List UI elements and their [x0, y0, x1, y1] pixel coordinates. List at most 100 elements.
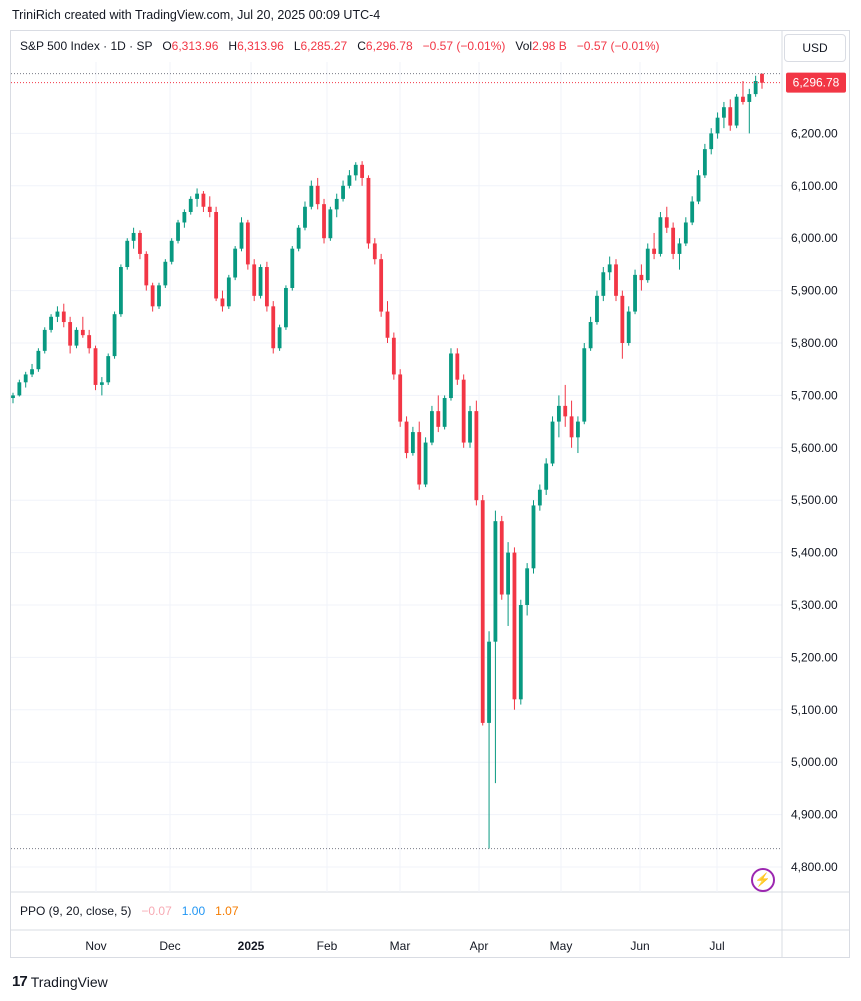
candle-body — [93, 348, 98, 385]
candle-body — [518, 605, 523, 700]
candle-body — [157, 285, 161, 307]
low-value: 6,285.27 — [300, 39, 348, 53]
candle-body — [322, 204, 326, 239]
y-tick-label: 6,000.00 — [791, 231, 838, 245]
candle-body — [747, 94, 752, 102]
candle-body — [423, 442, 428, 485]
candle-body — [474, 411, 479, 501]
x-tick-label: Mar — [390, 939, 411, 953]
candle-body — [595, 295, 599, 323]
candle-body — [245, 222, 250, 265]
candle-body — [290, 248, 295, 288]
candle-body — [683, 222, 688, 244]
candle-body — [601, 272, 606, 296]
candle-body — [690, 201, 695, 223]
candle-body — [569, 416, 574, 438]
candle-body — [461, 379, 466, 443]
candle-body — [525, 568, 530, 605]
candle-body — [144, 253, 149, 286]
candle-body — [239, 222, 244, 249]
candle-body — [42, 329, 47, 351]
candle-body — [645, 248, 650, 281]
candle-body — [36, 350, 41, 370]
candle-body — [233, 248, 238, 278]
candle-body — [760, 73, 764, 83]
candle-body — [544, 463, 549, 490]
candle-body — [449, 353, 453, 399]
candle-body — [74, 329, 79, 346]
candle-body — [353, 164, 358, 176]
candle-body — [277, 327, 282, 349]
candle-body — [728, 107, 733, 126]
candle-body — [531, 505, 536, 569]
price-tag-label: 6,296.78 — [793, 76, 840, 90]
candle-body — [722, 107, 726, 118]
candle-body — [182, 212, 187, 223]
candle-body — [480, 500, 485, 723]
x-axis: Nov Dec 2025 Feb Mar Apr May Jun Jul — [85, 939, 724, 953]
volume-value: 2.98 B — [532, 39, 567, 53]
open-label: O — [162, 39, 172, 53]
candle-body — [106, 356, 111, 383]
candle-body — [607, 264, 612, 273]
ohlc-legend: S&P 500 Index · 1D · SP O6,313.96 H6,313… — [20, 39, 660, 53]
x-tick-label: 2025 — [238, 939, 265, 953]
candle-body — [442, 398, 447, 427]
candle-body — [385, 311, 390, 338]
y-tick-label: 5,600.00 — [791, 441, 838, 455]
candle-body — [614, 264, 618, 296]
candle-body — [556, 405, 561, 422]
high-value: 6,313.96 — [237, 39, 284, 53]
candle-body — [493, 521, 498, 642]
candle-body — [55, 311, 60, 317]
lightning-icon[interactable]: ⚡ — [751, 868, 775, 892]
candle-body — [664, 217, 669, 228]
candle-body — [220, 298, 225, 307]
candle-body — [195, 193, 199, 199]
candle-body — [417, 432, 422, 485]
candle-body — [315, 185, 320, 205]
chart-frame — [10, 30, 850, 958]
candle-body — [639, 274, 644, 281]
candle-body — [506, 552, 511, 595]
y-tick-label: 6,200.00 — [791, 126, 838, 140]
ppo-indicator-legend[interactable]: PPO (9, 20, close, 5) −0.07 1.00 1.07 — [20, 904, 239, 918]
candle-body — [125, 240, 130, 268]
candle-body — [410, 432, 415, 454]
y-tick-label: 4,800.00 — [791, 860, 838, 874]
candle-body — [430, 411, 434, 443]
candle-body — [61, 311, 66, 323]
candle-body — [652, 248, 656, 254]
candle-body — [68, 322, 73, 346]
candle-body — [436, 411, 441, 427]
tradingview-brand[interactable]: 17 TradingView — [12, 973, 108, 990]
x-tick-label: Dec — [159, 939, 180, 953]
candle-body — [366, 177, 371, 244]
x-tick-label: Jul — [709, 939, 724, 953]
x-tick-label: Jun — [630, 939, 649, 953]
price-tag-bg — [786, 72, 846, 93]
candle-body — [741, 96, 745, 102]
y-tick-label: 5,900.00 — [791, 284, 838, 298]
currency-button[interactable]: USD — [784, 34, 846, 62]
candle-body — [537, 489, 542, 506]
candle-body — [11, 395, 15, 399]
candle-body — [468, 411, 472, 443]
candle-body — [582, 348, 587, 422]
grid-lines — [10, 30, 850, 958]
candle-body — [379, 259, 384, 312]
x-tick-label: Apr — [470, 939, 489, 953]
candle-body — [131, 232, 136, 241]
volume-change: −0.57 (−0.01%) — [576, 39, 660, 53]
ppo-value-1: −0.07 — [141, 904, 172, 918]
y-tick-label: 5,300.00 — [791, 598, 838, 612]
tradingview-name: TradingView — [30, 973, 108, 990]
candle-body — [334, 198, 339, 210]
candle-body — [303, 206, 307, 228]
candle-body — [588, 322, 593, 349]
candle-body — [715, 117, 720, 134]
candle-body — [455, 353, 460, 380]
candle-body — [188, 198, 193, 212]
candle-body — [487, 641, 491, 723]
